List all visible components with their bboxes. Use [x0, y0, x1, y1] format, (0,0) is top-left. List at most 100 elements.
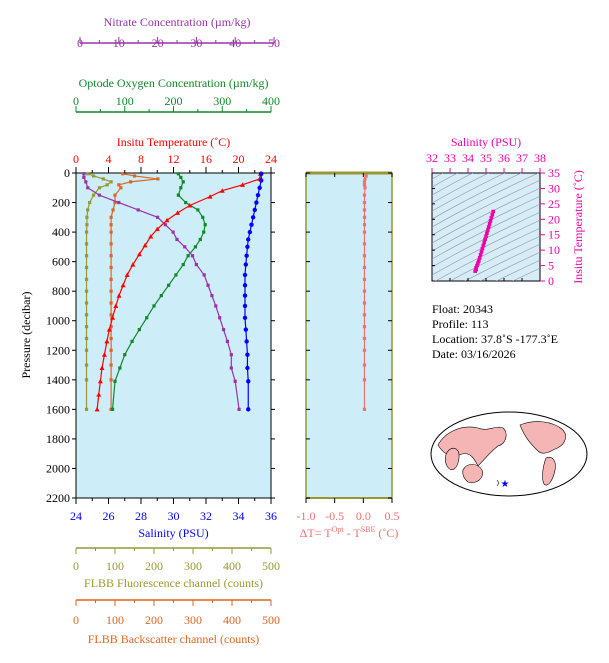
backscatter-point — [109, 325, 113, 329]
oxygen-tick-label: 300 — [213, 94, 231, 108]
fluorescence-point — [84, 336, 89, 341]
temperature-tick-label: 0 — [73, 152, 79, 166]
ts-y-tick-label: 0 — [548, 274, 554, 288]
oxygen-point — [167, 283, 171, 287]
ts-y-tick-label: 25 — [548, 197, 560, 211]
oxygen-point — [159, 294, 163, 298]
ts-point — [476, 261, 480, 265]
salinity-point — [242, 272, 248, 278]
ts-y-tick-label: 30 — [548, 181, 560, 195]
ts-contour-line — [479, 251, 540, 281]
temperature-point — [104, 338, 110, 344]
delta-t-plot-background — [305, 172, 393, 499]
oxygen-point — [176, 193, 180, 197]
backscatter-point — [156, 177, 160, 181]
oxygen-point — [145, 316, 149, 320]
oxygen-point — [123, 353, 127, 357]
ts-contour-line — [432, 173, 490, 204]
nitrate-point — [82, 175, 86, 180]
delta-t-point — [362, 348, 367, 352]
fluorescence-point — [84, 348, 89, 352]
backscatter-tick-label: 400 — [223, 613, 241, 627]
fluorescence-tick-label: 400 — [223, 559, 241, 573]
ts-point — [490, 212, 495, 217]
ts-y-tick-label: 5 — [548, 259, 554, 273]
fluorescence-point — [84, 289, 89, 293]
delta-t-point — [364, 174, 368, 178]
salinity-point — [249, 222, 254, 227]
date-text: Date: 03/16/2026 — [432, 347, 516, 361]
delta-t-point — [362, 313, 367, 317]
pressure-axis-label: Pressure (decibar) — [19, 292, 33, 379]
oxygen-point — [176, 172, 180, 176]
nitrate-point — [206, 283, 210, 287]
salinity-point — [245, 244, 250, 250]
nitrate-tick-label: 50 — [268, 36, 280, 50]
pressure-tick-label: 200 — [52, 196, 70, 210]
temperature-point — [142, 242, 148, 248]
delta-t-point — [362, 407, 367, 411]
backscatter-point — [109, 265, 113, 270]
oxygen-tick-label: 400 — [262, 94, 280, 108]
ts-point — [488, 219, 493, 223]
backscatter-point — [109, 363, 113, 367]
pressure-tick-label: 1400 — [46, 373, 70, 387]
fluorescence-point — [84, 301, 89, 305]
oxygen-tick-label: 0 — [73, 94, 79, 108]
map-land-africa-edge — [444, 447, 460, 470]
ts-y-tick-label: 35 — [548, 166, 560, 180]
fluorescence-point — [85, 215, 89, 219]
ts-x-axis-title: Salinity (PSU) — [451, 135, 521, 149]
fluorescence-point — [84, 325, 89, 329]
nitrate-point — [190, 254, 195, 258]
ts-contour-line — [432, 203, 540, 260]
salinity-point — [244, 253, 249, 258]
temperature-point — [164, 217, 170, 223]
backscatter-point — [109, 230, 113, 234]
backscatter-point — [109, 313, 113, 317]
nitrate-point — [82, 172, 86, 176]
temperature-point — [124, 272, 130, 277]
ts-contour-line — [432, 173, 459, 188]
fluorescence-point — [84, 242, 89, 246]
temperature-tick-label: 4 — [106, 152, 112, 166]
map-land-south-america — [542, 456, 556, 486]
backscatter-point — [111, 208, 115, 212]
ts-point — [491, 209, 495, 214]
nitrate-point — [225, 339, 230, 344]
fluorescence-point — [105, 183, 109, 187]
float-info-block: Float: 20343 Profile: 113 Location: 37.8… — [432, 302, 558, 362]
oxygen-point — [196, 208, 200, 212]
salinity-tick-label: 34 — [233, 509, 245, 523]
delta-t-point — [363, 186, 367, 190]
fluorescence-point — [91, 174, 96, 178]
delta-t-point — [362, 180, 367, 184]
backscatter-point — [109, 242, 113, 246]
ts-point — [477, 259, 481, 263]
fluorescence-point — [97, 186, 101, 190]
temperature-point — [175, 210, 181, 215]
salinity-point — [242, 303, 248, 309]
temperature-point — [99, 365, 105, 370]
nitrate-point — [156, 215, 160, 219]
delta-t-point — [362, 242, 367, 246]
backscatter-point — [109, 336, 113, 341]
ts-contour-line — [432, 173, 444, 180]
salinity-point — [246, 407, 251, 412]
salinity-point — [247, 229, 253, 235]
fluorescence-point — [84, 265, 89, 270]
delta-t-point — [362, 193, 367, 197]
nitrate-point — [221, 327, 226, 332]
temperature-point — [154, 226, 160, 232]
fluorescence-point — [84, 407, 89, 411]
salinity-point — [257, 185, 262, 190]
delta-t-point — [362, 301, 367, 305]
oxygen-point — [118, 366, 122, 370]
nitrate-point — [171, 230, 175, 234]
temperature-point — [148, 234, 154, 239]
ts-point — [483, 237, 487, 242]
ts-point — [481, 243, 486, 248]
delta-t-tick-label: 0.5 — [385, 509, 400, 523]
ts-contour-line — [432, 173, 474, 196]
